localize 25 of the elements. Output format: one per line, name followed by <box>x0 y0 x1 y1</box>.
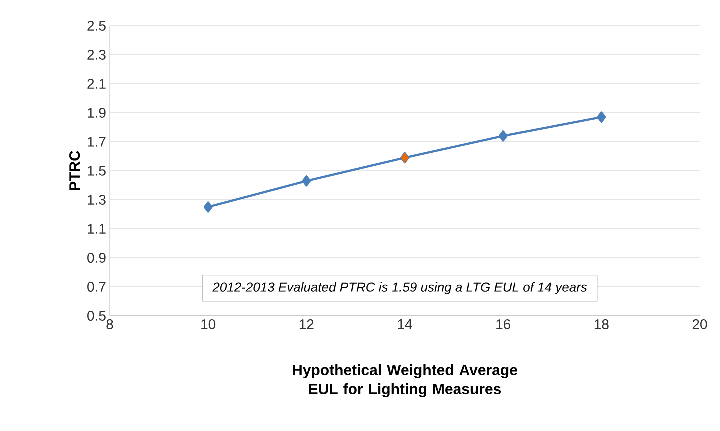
x-tick-label: 12 <box>300 320 314 330</box>
point <box>204 202 213 213</box>
y-tick-label: 0.7 <box>88 282 106 292</box>
y-tick-label: 2.1 <box>88 79 106 89</box>
y-tick-label: 2.3 <box>88 50 106 60</box>
y-tick-label: 0.9 <box>88 253 106 263</box>
y-tick-label: 1.3 <box>88 195 106 205</box>
x-tick-label: 18 <box>594 320 609 330</box>
y-axis-title: PTRC <box>70 151 80 190</box>
x-tick-label: 16 <box>496 320 511 330</box>
x-tick-label: 10 <box>202 320 216 330</box>
point <box>597 112 606 123</box>
point <box>302 176 312 187</box>
y-tick-label: 1.7 <box>88 137 106 147</box>
y-tick-label: 1.1 <box>88 224 106 234</box>
y-tick-label: 1.9 <box>88 108 106 118</box>
x-tick-label: 8 <box>106 320 114 330</box>
y-tick-label: 1.5 <box>88 166 106 176</box>
y-tick-label: 2.5 <box>88 21 106 31</box>
x-tick-label: 20 <box>692 320 708 330</box>
x-axis-title: Hypothetical Weighted Average EUL for Lighting Measures <box>293 364 518 398</box>
annotation: 2012-2013 Evaluated PTRC is 1.59 using a LTG EUL of 14 years <box>212 282 588 295</box>
x-tick-label: 14 <box>398 320 412 330</box>
y-tick-label: 0.5 <box>88 311 106 321</box>
point <box>498 130 508 142</box>
